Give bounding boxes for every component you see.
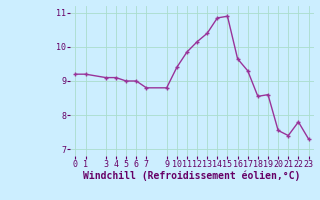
X-axis label: Windchill (Refroidissement éolien,°C): Windchill (Refroidissement éolien,°C): [83, 171, 301, 181]
